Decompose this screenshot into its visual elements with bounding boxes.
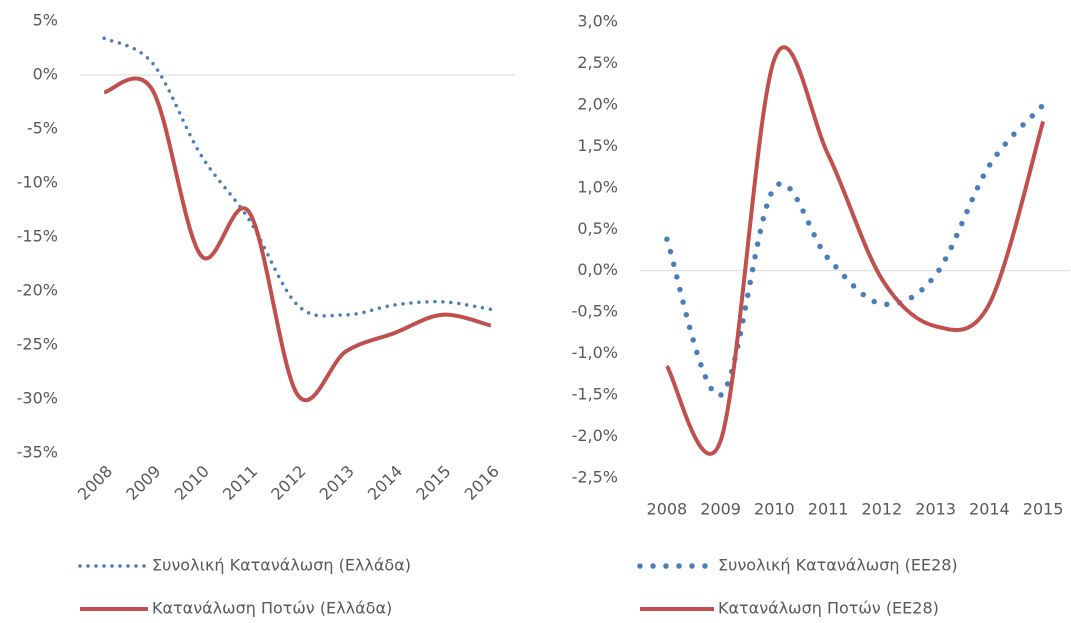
x-tick-label: 2014 [364,462,406,504]
y-tick-label: -35% [17,443,58,462]
y-tick-label: 0% [33,65,58,84]
x-tick-label: 2009 [700,500,741,519]
legend-label: Συνολική Κατανάλωση (Ελλάδα) [152,556,411,575]
x-tick-label: 2012 [267,462,309,504]
y-tick-label: 1,0% [577,177,618,196]
y-tick-label: -10% [17,173,58,192]
y-tick-label: -25% [17,335,58,354]
x-tick-label: 2008 [647,500,688,519]
y-tick-label: -0,5% [572,302,618,321]
series-line [103,76,492,403]
y-tick-label: -20% [17,281,58,300]
x-tick-label: 2012 [862,500,903,519]
x-tick-label: 2009 [122,462,164,504]
y-tick-label: -15% [17,227,58,246]
x-tick-label: 2016 [461,462,503,504]
y-tick-label: 1,5% [577,136,618,155]
x-tick-label: 2014 [969,500,1010,519]
y-tick-label: 0,0% [577,260,618,279]
y-tick-label: 5% [33,11,58,30]
x-tick-label: 2015 [412,462,454,504]
x-tick-label: 2010 [754,500,795,519]
x-tick-label: 2010 [171,462,213,504]
series-line [664,102,1046,398]
y-tick-label: 0,5% [577,219,618,238]
y-tick-label: -1,5% [572,385,618,404]
legend-label: Συνολική Κατανάλωση (ΕΕ28) [718,556,958,575]
legend-label: Κατανάλωση Ποτών (ΕΕ28) [718,599,939,618]
x-tick-label: 2015 [1023,500,1064,519]
x-tick-label: 2013 [915,500,956,519]
y-tick-label: -5% [27,119,58,138]
x-tick-label: 2013 [316,462,358,504]
legend-label: Κατανάλωση Ποτών (Ελλάδα) [152,599,392,618]
y-tick-label: 3,0% [577,12,618,31]
x-tick-label: 2011 [219,462,261,504]
y-tick-label: -1,0% [572,343,618,362]
series-line [665,45,1046,456]
y-tick-label: 2,5% [577,53,618,72]
y-tick-label: 2,0% [577,94,618,113]
y-tick-label: -2,0% [572,426,618,445]
x-tick-label: 2011 [808,500,849,519]
x-tick-label: 2008 [74,462,116,504]
y-tick-label: -30% [17,389,58,408]
series-line [102,36,493,318]
y-tick-label: -2,5% [572,468,618,487]
